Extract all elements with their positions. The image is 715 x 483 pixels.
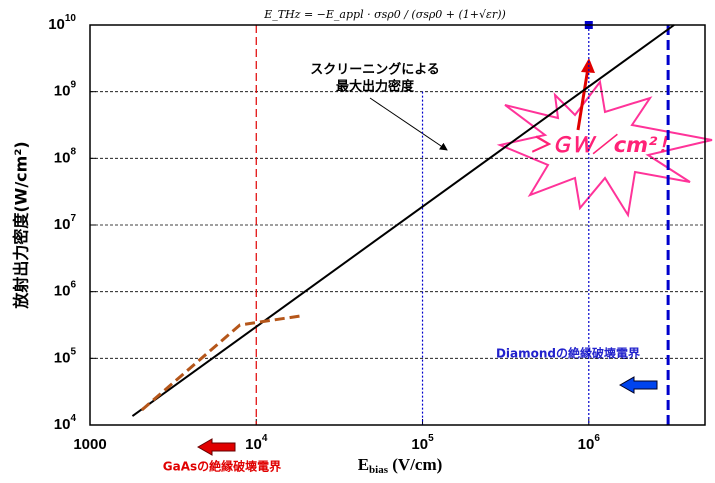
formula: E_THz = −E_appl · σsρ0 / (σsρ0 + (1+√εr)…	[263, 8, 506, 21]
tick-base: 10	[54, 349, 71, 366]
y-axis-label: 放射出力密度(W/cm²)	[12, 141, 31, 309]
tick-label: 106	[578, 433, 601, 453]
tick-label: 104	[54, 413, 77, 433]
tick-exp: 6	[594, 433, 600, 444]
annotation-arrow	[370, 98, 447, 150]
chart: ＞ＧＷ／cm²！ スクリーニングによる 最大出力密度 E_THz = −E_ap…	[0, 0, 715, 479]
tick-exp: 5	[428, 433, 434, 444]
tick-exp: 7	[70, 213, 76, 224]
tick-base: 10	[411, 436, 428, 453]
tick-exp: 5	[70, 346, 76, 357]
x-axis-label: Ebias (V/cm)	[358, 455, 443, 476]
burst-pointer-head	[581, 58, 595, 73]
annotation: GaAsの絶縁破壊電界	[163, 459, 281, 474]
tick-base: 10	[54, 216, 71, 233]
tick-exp: 9	[70, 79, 76, 90]
tick-base: 10	[48, 16, 65, 33]
arrow-left	[198, 439, 235, 455]
tick-exp: 8	[70, 146, 76, 157]
tick-base: 10	[54, 83, 71, 100]
annotation: スクリーニングによる	[310, 62, 440, 78]
tick-label: 108	[54, 146, 77, 166]
tick-label: 105	[411, 433, 434, 453]
tick-exp: 10	[65, 13, 77, 24]
tick-label: 105	[54, 346, 77, 366]
tick-base: 10	[54, 149, 71, 166]
tick-exp: 4	[70, 413, 76, 424]
tick-label: 1000	[73, 436, 106, 453]
tick-base: 10	[54, 416, 71, 433]
page: {"chart_data":{"type":"line","log_x":tru…	[0, 0, 715, 483]
arrow-left	[620, 377, 657, 393]
tick-base: 10	[578, 436, 595, 453]
tick-exp: 6	[70, 279, 76, 290]
tick-label: 1010	[48, 13, 76, 33]
tick-label: 107	[54, 213, 77, 233]
tick-base: 10	[54, 283, 71, 300]
tick-base: 10	[245, 436, 262, 453]
tick-label: 109	[54, 79, 77, 99]
tick-exp: 4	[262, 433, 268, 444]
tick-label: 104	[245, 433, 268, 453]
burst-text: ＞ＧＷ／cm²！	[530, 133, 679, 157]
series-line	[142, 316, 300, 410]
tick-label: 106	[54, 279, 77, 299]
annotation: 最大出力密度	[336, 79, 415, 95]
